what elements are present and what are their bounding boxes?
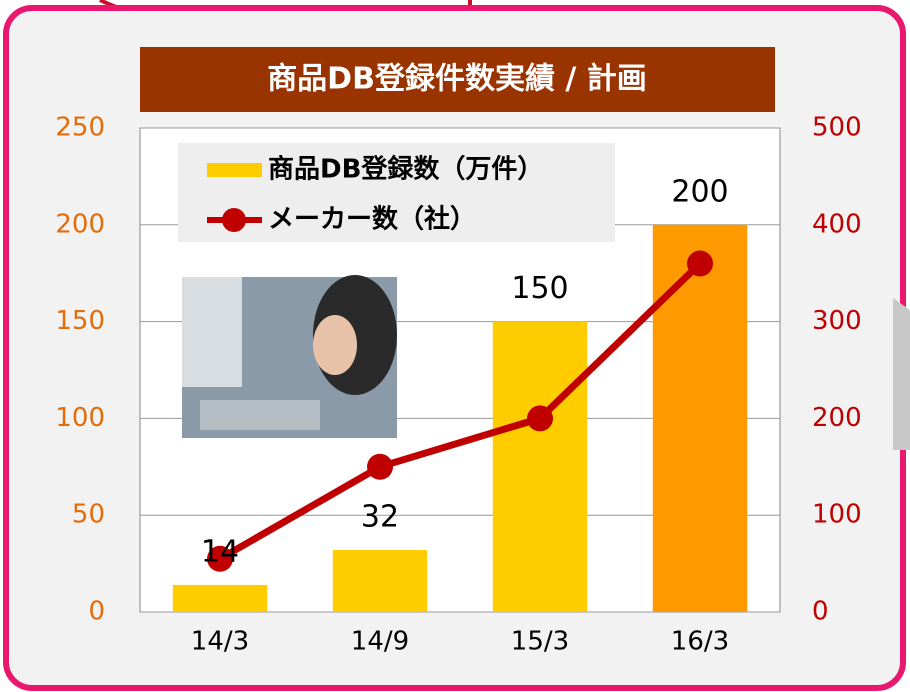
y-tick-label: 150 (55, 306, 105, 336)
photo (182, 275, 397, 438)
bar (492, 321, 588, 612)
line-point (687, 250, 713, 277)
x-tick-label: 16/3 (671, 627, 729, 657)
legend-label: 商品DB登録数（万件） (268, 154, 543, 185)
line (218, 261, 703, 562)
line-point (367, 453, 393, 480)
data-label: 150 (511, 271, 568, 306)
line-point (207, 545, 233, 572)
data-label: 200 (671, 174, 728, 209)
photo-monitor (182, 277, 242, 387)
y2-tick-label: 0 (812, 597, 829, 627)
data-label: 32 (361, 500, 399, 535)
side-arrow (893, 298, 910, 450)
x-tick-label: 14/3 (191, 627, 249, 657)
legend-swatch (207, 163, 262, 177)
photo-face (313, 315, 357, 375)
bar (172, 584, 268, 612)
photo-keyboard (200, 400, 320, 430)
y-tick-label: 250 (55, 113, 105, 143)
y-tick-label: 100 (55, 403, 105, 433)
bar (652, 224, 748, 613)
chart-title: 商品DB登録件数実績 / 計画 (267, 62, 647, 97)
legend-label: メーカー数（社） (268, 204, 476, 235)
legend (178, 143, 615, 242)
y2-tick-label: 500 (812, 113, 862, 143)
y-tick-label: 50 (72, 500, 105, 530)
title-bar (140, 47, 775, 112)
y-tick-label: 0 (88, 597, 105, 627)
y-tick-label: 200 (55, 209, 105, 239)
y2-tick-label: 300 (812, 306, 862, 336)
line-point (527, 405, 553, 432)
data-label: 14 (201, 534, 239, 569)
legend-swatch-point (222, 208, 246, 232)
x-tick-label: 15/3 (511, 627, 569, 657)
y2-tick-label: 400 (812, 209, 862, 239)
bar (332, 550, 428, 612)
y2-tick-label: 200 (812, 403, 862, 433)
y2-tick-label: 100 (812, 500, 862, 530)
x-tick-label: 14/9 (351, 627, 409, 657)
